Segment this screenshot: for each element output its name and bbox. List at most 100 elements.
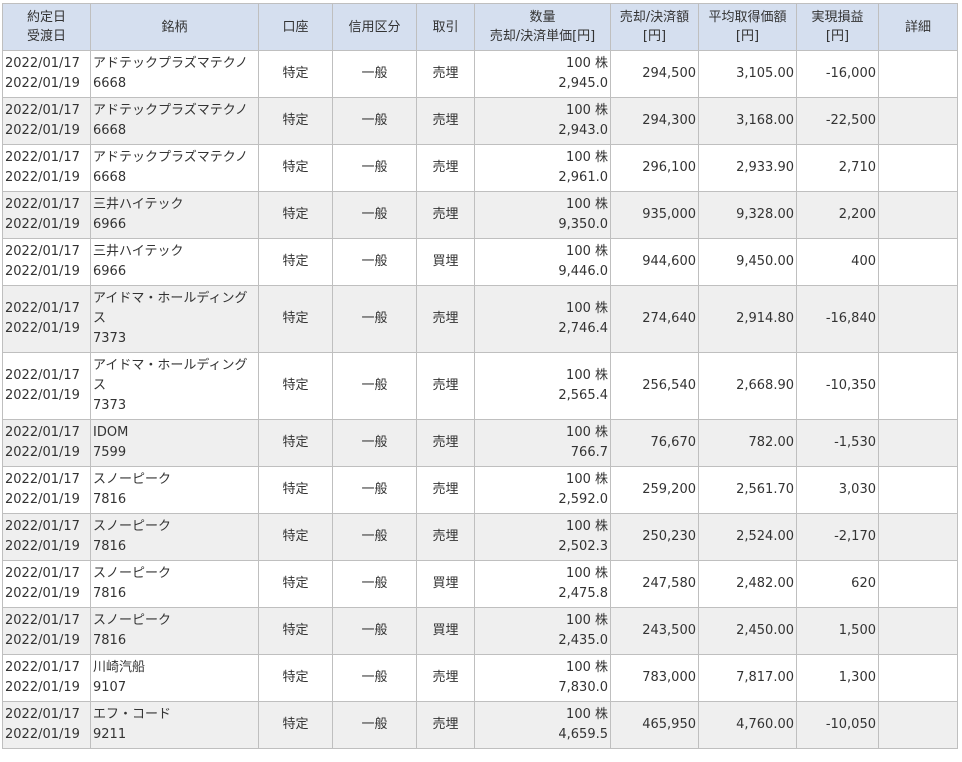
cell-dates: 2022/01/17 2022/01/19 bbox=[2, 607, 91, 655]
quantity: 100 株 bbox=[566, 56, 608, 71]
delivery-date: 2022/01/19 bbox=[5, 680, 80, 695]
quantity: 100 株 bbox=[566, 472, 608, 487]
quantity: 100 株 bbox=[566, 660, 608, 675]
contract-date: 2022/01/17 bbox=[5, 707, 80, 722]
table-row: 2022/01/17 2022/01/19 スノーピーク 7816 特定 一般 買埋 100 … bbox=[2, 560, 958, 608]
stock-name-cont[interactable]: ス bbox=[93, 378, 107, 393]
cell-detail[interactable] bbox=[878, 191, 958, 239]
stock-name[interactable]: IDOM bbox=[93, 425, 129, 440]
cell-account: 特定 bbox=[258, 607, 333, 655]
cell-trade: 買埋 bbox=[416, 238, 475, 286]
cell-detail[interactable] bbox=[878, 607, 958, 655]
stock-name[interactable]: アドテックプラズマテクノ bbox=[93, 56, 248, 71]
stock-code: 7816 bbox=[93, 492, 127, 507]
stock-name[interactable]: エフ・コード bbox=[93, 707, 172, 722]
stock-name[interactable]: スノーピーク bbox=[93, 566, 172, 581]
contract-date: 2022/01/17 bbox=[5, 660, 80, 675]
cell-pnl: -10,050 bbox=[796, 701, 879, 749]
stock-name[interactable]: アイドマ・ホールディング bbox=[93, 291, 248, 306]
header-pnl: 実現損益 [円] bbox=[796, 3, 879, 51]
cell-margin: 一般 bbox=[332, 419, 417, 467]
header-pnl-line1: 実現損益 bbox=[811, 10, 864, 25]
unit-price: 2,475.8 bbox=[558, 586, 608, 601]
cell-detail[interactable] bbox=[878, 513, 958, 561]
cell-qty-price: 100 株 2,435.0 bbox=[474, 607, 611, 655]
cell-stock: スノーピーク 7816 bbox=[90, 513, 259, 561]
cell-trade: 売埋 bbox=[416, 654, 475, 702]
cell-detail[interactable] bbox=[878, 50, 958, 98]
stock-code: 7816 bbox=[93, 633, 127, 648]
header-amount-line1: 売却/決済額 bbox=[619, 10, 690, 25]
quantity: 100 株 bbox=[566, 103, 608, 118]
cell-margin: 一般 bbox=[332, 466, 417, 514]
stock-name[interactable]: 三井ハイテック bbox=[93, 197, 184, 212]
stock-name[interactable]: アドテックプラズマテクノ bbox=[93, 103, 248, 118]
cell-avg-cost: 2,524.00 bbox=[698, 513, 797, 561]
stock-code: 6966 bbox=[93, 264, 127, 279]
cell-amount: 935,000 bbox=[610, 191, 699, 239]
contract-date: 2022/01/17 bbox=[5, 197, 80, 212]
cell-qty-price: 100 株 2,943.0 bbox=[474, 97, 611, 145]
cell-trade: 売埋 bbox=[416, 701, 475, 749]
cell-avg-cost: 782.00 bbox=[698, 419, 797, 467]
cell-trade: 売埋 bbox=[416, 513, 475, 561]
cell-qty-price: 100 株 9,446.0 bbox=[474, 238, 611, 286]
cell-amount: 465,950 bbox=[610, 701, 699, 749]
contract-date: 2022/01/17 bbox=[5, 103, 80, 118]
cell-stock: 川崎汽船 9107 bbox=[90, 654, 259, 702]
cell-account: 特定 bbox=[258, 466, 333, 514]
cell-amount: 250,230 bbox=[610, 513, 699, 561]
cell-qty-price: 100 株 2,502.3 bbox=[474, 513, 611, 561]
stock-code: 9211 bbox=[93, 727, 127, 742]
stock-name[interactable]: アイドマ・ホールディング bbox=[93, 358, 248, 373]
header-trade: 取引 bbox=[416, 3, 475, 51]
cell-dates: 2022/01/17 2022/01/19 bbox=[2, 513, 91, 561]
cell-detail[interactable] bbox=[878, 701, 958, 749]
contract-date: 2022/01/17 bbox=[5, 613, 80, 628]
stock-name[interactable]: 川崎汽船 bbox=[93, 660, 146, 675]
stock-name[interactable]: アドテックプラズマテクノ bbox=[93, 150, 248, 165]
cell-detail[interactable] bbox=[878, 97, 958, 145]
contract-date: 2022/01/17 bbox=[5, 301, 80, 316]
stock-name[interactable]: スノーピーク bbox=[93, 472, 172, 487]
cell-avg-cost: 2,914.80 bbox=[698, 285, 797, 353]
delivery-date: 2022/01/19 bbox=[5, 217, 80, 232]
cell-qty-price: 100 株 2,746.4 bbox=[474, 285, 611, 353]
unit-price: 4,659.5 bbox=[558, 727, 608, 742]
cell-dates: 2022/01/17 2022/01/19 bbox=[2, 144, 91, 192]
cell-detail[interactable] bbox=[878, 238, 958, 286]
table-row: 2022/01/17 2022/01/19 アドテックプラズマテクノ 6668 特定 一般… bbox=[2, 50, 958, 98]
cell-qty-price: 100 株 2,961.0 bbox=[474, 144, 611, 192]
table-row: 2022/01/17 2022/01/19 スノーピーク 7816 特定 一般 売埋 100 … bbox=[2, 466, 958, 514]
cell-dates: 2022/01/17 2022/01/19 bbox=[2, 285, 91, 353]
stock-name[interactable]: 三井ハイテック bbox=[93, 244, 184, 259]
cell-detail[interactable] bbox=[878, 419, 958, 467]
quantity: 100 株 bbox=[566, 613, 608, 628]
stock-name[interactable]: スノーピーク bbox=[93, 613, 172, 628]
quantity: 100 株 bbox=[566, 150, 608, 165]
cell-detail[interactable] bbox=[878, 466, 958, 514]
cell-detail[interactable] bbox=[878, 654, 958, 702]
cell-margin: 一般 bbox=[332, 238, 417, 286]
cell-avg-cost: 2,561.70 bbox=[698, 466, 797, 514]
header-avg-cost-line2: [円] bbox=[735, 29, 760, 44]
cell-detail[interactable] bbox=[878, 144, 958, 192]
delivery-date: 2022/01/19 bbox=[5, 123, 80, 138]
cell-trade: 売埋 bbox=[416, 285, 475, 353]
stock-code: 6668 bbox=[93, 123, 127, 138]
cell-avg-cost: 7,817.00 bbox=[698, 654, 797, 702]
cell-trade: 売埋 bbox=[416, 97, 475, 145]
cell-detail[interactable] bbox=[878, 285, 958, 353]
unit-price: 2,565.4 bbox=[558, 388, 608, 403]
cell-stock: アドテックプラズマテクノ 6668 bbox=[90, 50, 259, 98]
cell-stock: アドテックプラズマテクノ 6668 bbox=[90, 97, 259, 145]
cell-avg-cost: 9,450.00 bbox=[698, 238, 797, 286]
stock-name-cont[interactable]: ス bbox=[93, 311, 107, 326]
cell-dates: 2022/01/17 2022/01/19 bbox=[2, 238, 91, 286]
table-header-row: 約定日 受渡日 銘柄 口座 信用区分 取引 数量 売却/決済単価[円] 売却/決… bbox=[2, 3, 958, 51]
cell-detail[interactable] bbox=[878, 352, 958, 420]
cell-detail[interactable] bbox=[878, 560, 958, 608]
stock-name[interactable]: スノーピーク bbox=[93, 519, 172, 534]
unit-price: 2,502.3 bbox=[558, 539, 608, 554]
